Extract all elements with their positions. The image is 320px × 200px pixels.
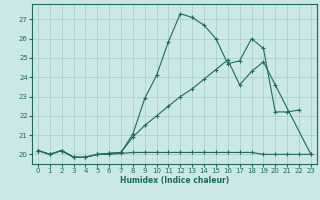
X-axis label: Humidex (Indice chaleur): Humidex (Indice chaleur) bbox=[120, 176, 229, 185]
